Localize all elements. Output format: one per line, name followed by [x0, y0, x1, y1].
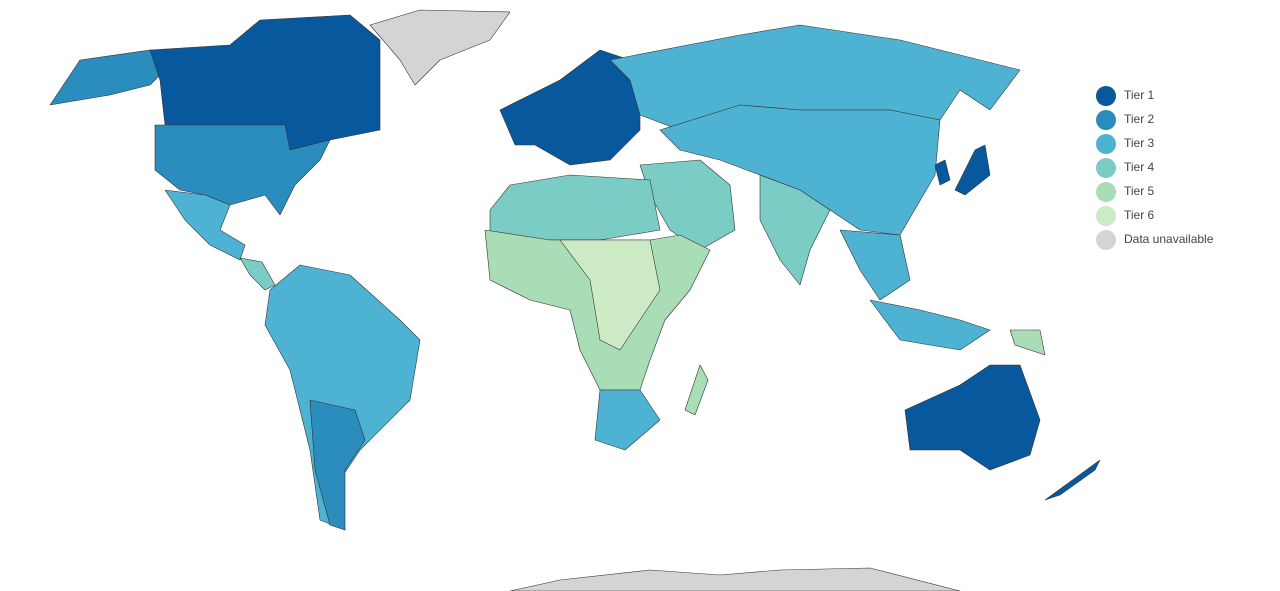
southeast-asia	[839, 229, 911, 301]
central-america	[239, 257, 276, 291]
legend-swatch	[1096, 182, 1116, 202]
canada	[149, 14, 381, 151]
south-america	[264, 264, 421, 531]
legend-label: Tier 2	[1124, 112, 1155, 126]
indonesia	[869, 299, 991, 351]
legend-swatch	[1096, 110, 1116, 130]
japan	[954, 144, 991, 196]
legend-label: Data unavailable	[1124, 232, 1214, 246]
legend-label: Tier 6	[1124, 208, 1155, 222]
legend-swatch	[1096, 158, 1116, 178]
korea	[934, 159, 951, 186]
legend-swatch	[1096, 134, 1116, 154]
legend-swatch	[1096, 230, 1116, 250]
greenland	[369, 9, 511, 86]
legend-swatch	[1096, 86, 1116, 106]
india	[759, 174, 831, 286]
argentina	[309, 399, 366, 531]
countries	[49, 9, 1101, 591]
legend-label: Tier 5	[1124, 184, 1155, 198]
europe	[499, 49, 641, 166]
usa	[154, 124, 331, 216]
south-africa	[594, 389, 661, 451]
antarctica	[509, 567, 961, 591]
madagascar	[684, 364, 709, 416]
mexico	[164, 189, 246, 261]
new-zealand	[1044, 459, 1101, 501]
legend-label: Tier 3	[1124, 136, 1155, 150]
central-africa	[559, 239, 661, 351]
legend: Tier 1 Tier 2 Tier 3 Tier 4 Tier 5 Tier 6 Data…	[1096, 86, 1214, 250]
legend-label: Tier 1	[1124, 88, 1155, 102]
legend-label: Tier 4	[1124, 160, 1155, 174]
legend-swatch	[1096, 206, 1116, 226]
australia	[904, 364, 1041, 471]
central-east-asia	[659, 104, 941, 236]
north-africa	[489, 174, 661, 241]
papua-new-guinea	[1009, 329, 1046, 356]
